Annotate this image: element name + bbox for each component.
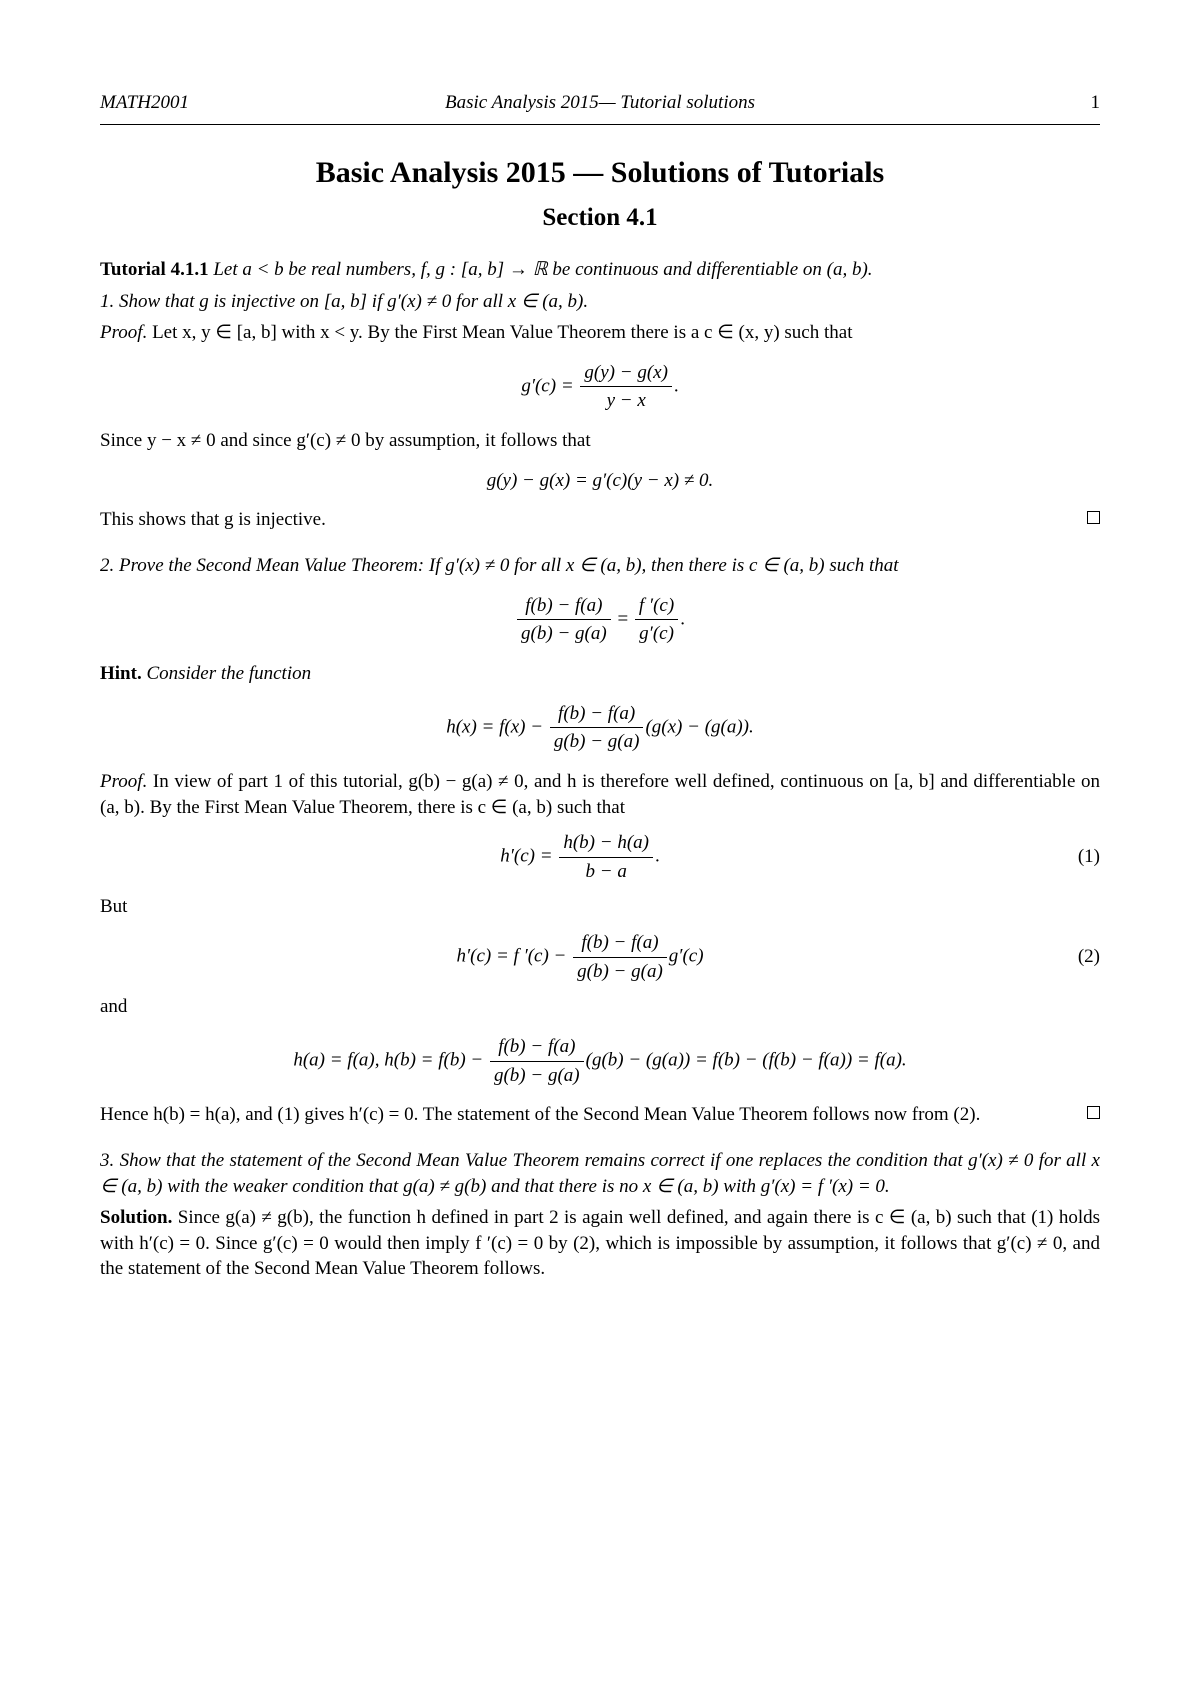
eq6-num: f(b) − f(a) (573, 930, 667, 958)
eq5-num: h(b) − h(a) (559, 830, 653, 858)
eq4-lhs: h(x) = f(x) − (446, 716, 548, 737)
hint-line: Hint. Consider the function (100, 661, 1100, 687)
eq4-den: g(b) − g(a) (550, 728, 644, 755)
eq1-frac: g(y) − g(x)y − x (580, 360, 672, 414)
solution-text: Since g(a) ≠ g(b), the function h define… (100, 1207, 1100, 1279)
proof-1-text: Let x, y ∈ [a, b] with x < y. By the Fir… (147, 322, 852, 343)
eq6-frac: f(b) − f(a)g(b) − g(a) (573, 930, 667, 984)
intro-text: Let a < b be real numbers, f, g : [a, b]… (209, 259, 873, 280)
eq3-left: f(b) − f(a)g(b) − g(a) (517, 593, 611, 647)
eq1-den: y − x (580, 387, 672, 414)
eqnum-1: (1) (1060, 844, 1100, 870)
eq7-tail: (g(b) − (g(a)) = f(b) − (f(b) − f(a)) = … (586, 1049, 907, 1070)
para-since: Since y − x ≠ 0 and since g′(c) ≠ 0 by a… (100, 428, 1100, 454)
eq5-lhs: h′(c) = (500, 846, 557, 867)
eq7-num: f(b) − f(a) (490, 1034, 584, 1062)
equation-hprime2: h′(c) = f ′(c) − f(b) − f(a)g(b) − g(a)g… (100, 930, 1100, 984)
equation-hab: h(a) = f(a), h(b) = f(b) − f(b) − f(a)g(… (100, 1034, 1100, 1088)
eq4-frac: f(b) − f(a)g(b) − g(a) (550, 701, 644, 755)
equation-diff: g(y) − g(x) = g′(c)(y − x) ≠ 0. (100, 468, 1100, 494)
page-header: MATH2001 Basic Analysis 2015— Tutorial s… (100, 90, 1100, 116)
eq7-a: h(a) = f(a), (293, 1049, 379, 1070)
eq7-b-left: h(b) = f(b) − (380, 1049, 488, 1070)
header-rule (100, 124, 1100, 125)
eq6-tail: g′(c) (669, 946, 704, 967)
eq3-ld: g(b) − g(a) (517, 620, 611, 647)
and: and (100, 994, 1100, 1020)
eq7-den: g(b) − g(a) (490, 1062, 584, 1089)
equation-smvt: f(b) − f(a)g(b) − g(a) = f ′(c)g′(c). (100, 593, 1100, 647)
eqnum-2: (2) (1060, 944, 1100, 970)
eq6-den: g(b) − g(a) (573, 958, 667, 985)
tutorial-label: Tutorial 4.1.1 (100, 259, 209, 280)
proof-2: Proof. In view of part 1 of this tutoria… (100, 769, 1100, 820)
question-2: 2. Prove the Second Mean Value Theorem: … (100, 553, 1100, 579)
eq4-num: f(b) − f(a) (550, 701, 644, 729)
equation-hprime: h′(c) = h(b) − h(a)b − a. (1) (100, 830, 1100, 884)
but: But (100, 894, 1100, 920)
proof-label-1: Proof. (100, 322, 147, 343)
eq7-frac: f(b) − f(a)g(b) − g(a) (490, 1034, 584, 1088)
page-title: Basic Analysis 2015 — Solutions of Tutor… (100, 153, 1100, 194)
qed-2 (1087, 1106, 1100, 1119)
qed-1 (1087, 511, 1100, 524)
solution-label: Solution. (100, 1207, 172, 1228)
equation-hdef: h(x) = f(x) − f(b) − f(a)g(b) − g(a)(g(x… (100, 701, 1100, 755)
question-3: 3. Show that the statement of the Second… (100, 1148, 1100, 1199)
eq1-num: g(y) − g(x) (580, 360, 672, 388)
eq6-lhs: h′(c) = f ′(c) − (456, 946, 571, 967)
proof-2-text: In view of part 1 of this tutorial, g(b)… (100, 771, 1100, 818)
eq5-den: b − a (559, 858, 653, 885)
solution: Solution. Since g(a) ≠ g(b), the functio… (100, 1205, 1100, 1282)
hint-label: Hint. (100, 663, 142, 684)
proof-label-2: Proof. (100, 771, 147, 792)
eq3-right: f ′(c)g′(c) (635, 593, 678, 647)
eq3-rn: f ′(c) (635, 593, 678, 621)
page: MATH2001 Basic Analysis 2015— Tutorial s… (0, 0, 1200, 1697)
hint-text: Consider the function (142, 663, 311, 684)
para-hence: Hence h(b) = h(a), and (1) gives h′(c) =… (100, 1102, 1100, 1128)
page-subtitle: Section 4.1 (100, 201, 1100, 235)
proof-1: Proof. Let x, y ∈ [a, b] with x < y. By … (100, 320, 1100, 346)
header-center: Basic Analysis 2015— Tutorial solutions (0, 90, 1200, 116)
hence-text: Hence h(b) = h(a), and (1) gives h′(c) =… (100, 1104, 980, 1125)
injective-text: This shows that g is injective. (100, 509, 326, 530)
eq3-ln: f(b) − f(a) (517, 593, 611, 621)
equation-gprime: g′(c) = g(y) − g(x)y − x. (100, 360, 1100, 414)
para-injective: This shows that g is injective. (100, 507, 1100, 533)
tutorial-intro: Tutorial 4.1.1 Let a < b be real numbers… (100, 257, 1100, 283)
eq1-lhs: g′(c) = (521, 375, 578, 396)
question-1: 1. Show that g is injective on [a, b] if… (100, 289, 1100, 315)
eq3-rd: g′(c) (635, 620, 678, 647)
eq4-tail: (g(x) − (g(a)). (645, 716, 753, 737)
eq5-frac: h(b) − h(a)b − a (559, 830, 653, 884)
